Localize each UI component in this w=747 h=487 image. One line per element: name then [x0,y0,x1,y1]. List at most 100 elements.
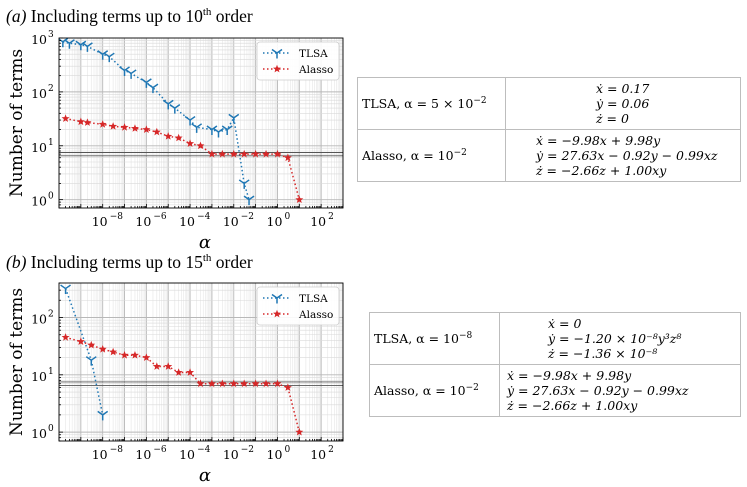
data-point-alasso [76,117,85,126]
data-point-tlsa [147,83,159,94]
data-point-tlsa [169,103,181,114]
data-point-alasso [130,350,139,359]
table-b-equations-tlsa: ẋ = 0 ẏ = −1.20 × 10⁻⁸y³z⁸ ż = −1.36 × 1… [499,312,741,365]
plot-frame [58,37,344,209]
data-point-alasso [273,149,282,158]
equation-line: ż = 0 [596,111,629,126]
data-point-tlsa [119,66,130,76]
y-tick-label: 10 [31,369,47,384]
panel-a-heading-tail: order [211,6,253,26]
result-table-b: TLSA, α = 10−8 ẋ = 0 ẏ = −1.20 × 10⁻⁸y³z… [369,312,741,417]
data-point-tlsa [97,50,109,60]
data-point-alasso [196,379,205,388]
data-point-tlsa [125,69,137,79]
plot-frame [58,282,344,442]
data-point-alasso [251,149,260,158]
legend: TLSA Alasso [256,286,340,326]
x-tick-label: 10 [310,447,326,462]
table-a-row-alasso: Alasso, α = 10−2 ẋ = −9.98x + 9.98y ẏ = … [357,129,741,182]
data-point-alasso [273,379,282,388]
data-point-alasso [295,195,304,204]
y-tick-exponent: 2 [48,84,54,94]
y-axis-label: Number of terms [7,288,27,436]
y-tick-exponent: 3 [48,30,54,40]
equation-line: ż = −2.66z + 1.00xy [507,398,638,413]
x-tick-exponent: −4 [197,445,211,455]
y-tick-label: 10 [31,86,47,101]
x-tick-exponent: −6 [153,212,167,222]
table-b-row-tlsa: TLSA, α = 10−8 ẋ = 0 ẏ = −1.20 × 10⁻⁸y³z… [369,312,741,365]
y-tick-label: 10 [31,426,47,441]
data-point-tlsa [221,125,233,136]
table-b-method-tlsa: TLSA, α = 10−8 [369,312,500,365]
x-tick-exponent: −8 [110,212,124,222]
data-point-alasso [196,141,205,150]
legend-label-alasso: Alasso [298,309,333,321]
x-tick-exponent: 2 [328,212,334,222]
legend-marker-alasso [273,309,281,318]
y-tick-label: 10 [31,140,47,155]
series-line-alasso [65,117,301,200]
x-tick-label: 10 [135,447,151,462]
table-a-method-tlsa: TLSA, α = 5 × 10−2 [357,77,506,130]
series-tlsa [59,38,255,206]
data-point-alasso [283,153,292,162]
table-b-row-alasso: Alasso, α = 10−2 ẋ = −9.98x + 9.98y ẏ = … [369,364,741,417]
data-point-alasso [98,344,107,353]
data-point-tlsa [60,284,72,295]
x-axis-label: α [199,232,211,253]
x-tick-label: 10 [223,214,239,229]
chart-a: 10 −8 10 −6 10 −4 10 −2 10 0 10 210 010 110 210 3αNumbe… [7,30,344,253]
data-point-alasso [109,347,118,356]
x-tick-exponent: −8 [110,445,124,455]
x-tick-exponent: 0 [284,212,290,222]
series-alasso [61,114,304,204]
data-point-tlsa [81,42,93,52]
y-tick-exponent: 1 [48,367,54,377]
data-point-tlsa [162,99,174,110]
panel-b-label: (b) [6,252,27,272]
panel-b-heading-text: Including terms up to 15 [30,252,203,272]
data-point-tlsa [213,127,224,138]
panel-b-heading: (b) Including terms up to 15th order [6,252,253,273]
legend-marker-tlsa [271,293,283,304]
equation-line: ẏ = 0.06 [596,96,650,111]
equation-line: ẏ = 27.63x − 0.92y − 0.99xz [507,383,689,398]
x-tick-label: 10 [310,214,326,229]
y-tick-label: 10 [31,32,47,47]
x-tick-label: 10 [267,214,283,229]
data-point-alasso [98,120,107,128]
data-point-alasso [240,149,249,158]
data-point-alasso [218,379,227,388]
series-line-tlsa [64,288,104,416]
data-point-alasso [251,379,260,388]
y-tick-label: 10 [31,312,47,327]
data-point-alasso [229,149,238,158]
x-tick-exponent: 2 [328,445,334,455]
data-point-tlsa [206,125,218,136]
data-point-alasso [120,123,129,131]
x-tick-exponent: 0 [284,445,290,455]
table-a-method-alasso: Alasso, α = 10−2 [357,129,506,182]
series-tlsa [60,284,109,421]
data-point-alasso [142,125,151,133]
table-a-row-tlsa: TLSA, α = 5 × 10−2 ẋ = 0.17 ẏ = 0.06 ż =… [357,77,741,130]
y-tick-exponent: 2 [48,310,54,320]
data-point-alasso [83,118,92,126]
data-point-alasso [240,379,249,388]
data-point-alasso [61,333,70,341]
data-point-alasso [262,379,271,388]
data-point-alasso [186,139,195,147]
panel-a-heading-text: Including terms up to 10 [30,6,203,26]
x-tick-label: 10 [223,447,239,462]
data-point-alasso [207,379,216,388]
panel-a-heading: (a) Including terms up to 10th order [6,6,253,27]
x-tick-label: 10 [179,447,195,462]
x-tick-exponent: −6 [153,445,167,455]
x-tick-label: 10 [92,214,108,229]
data-point-alasso [120,350,129,359]
series-line-tlsa [62,41,250,200]
table-b-method-alasso: Alasso, α = 10−2 [369,364,500,417]
legend: TLSA Alasso [256,41,340,81]
